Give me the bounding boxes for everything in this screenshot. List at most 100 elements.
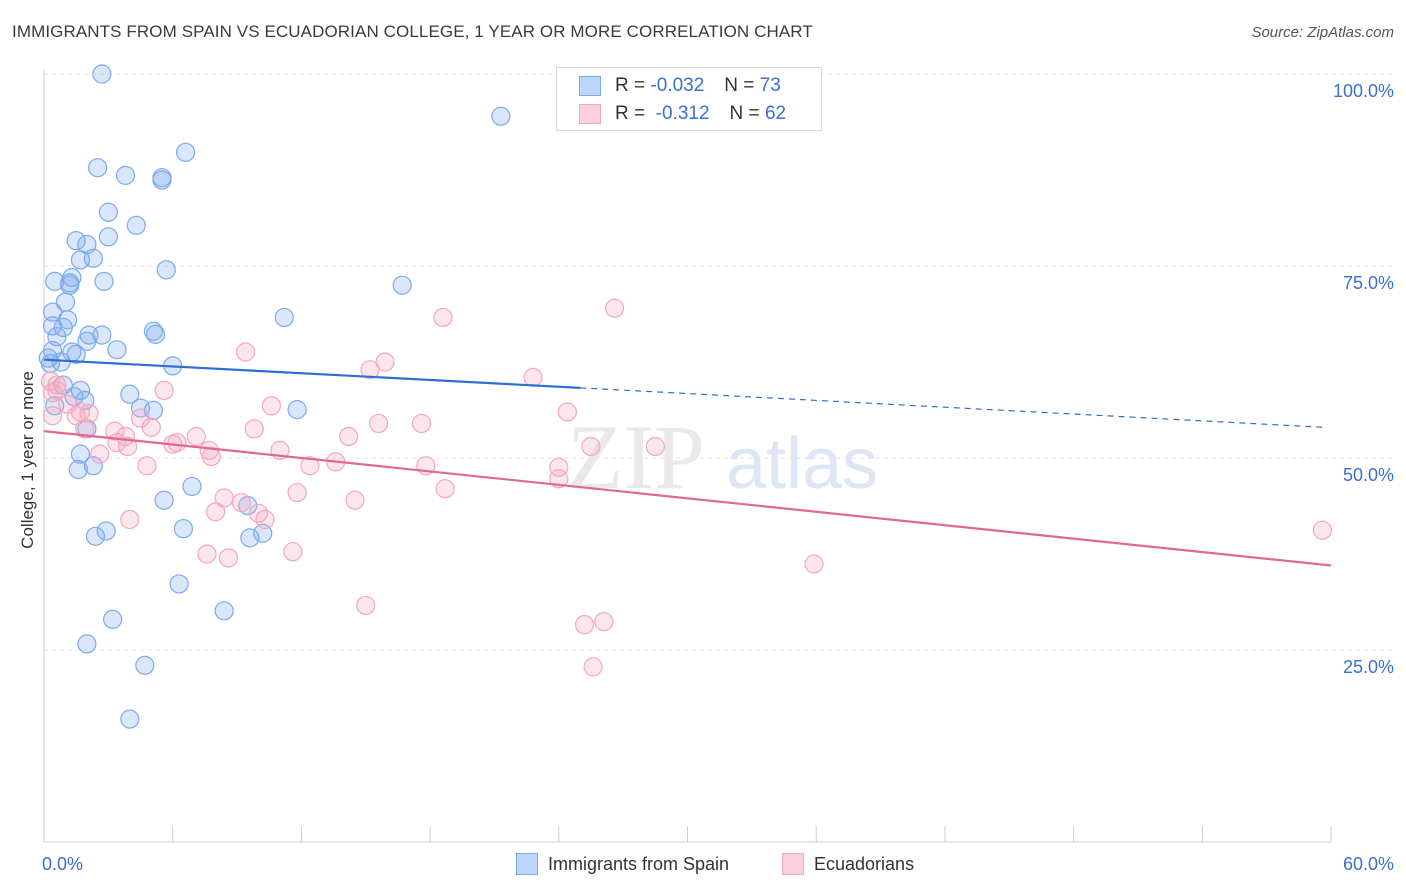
watermark-atlas: atlas [726, 424, 878, 504]
legend-label-spain: Immigrants from Spain [548, 853, 730, 874]
data-point-ecuadorians [105, 421, 125, 441]
data-point-ecuadorians [154, 380, 174, 401]
data-point-ecuadorians [583, 657, 603, 677]
source-credit: Source: ZipAtlas.com [1251, 24, 1394, 41]
data-point-ecuadorians [141, 417, 161, 437]
data-point-spain [85, 526, 106, 546]
y-tick-label-50: 50.0% [1343, 465, 1394, 485]
data-point-ecuadorians [197, 544, 217, 564]
data-point-ecuadorians [369, 413, 389, 434]
data-point-ecuadorians [236, 342, 256, 362]
data-point-ecuadorians [300, 456, 320, 476]
data-point-ecuadorians [261, 396, 281, 416]
data-point-spain [253, 523, 273, 543]
data-point-ecuadorians [118, 436, 138, 457]
watermark-zip: ZIP [567, 406, 705, 508]
data-point-spain [156, 260, 176, 280]
data-point-spain [491, 106, 511, 126]
data-point-ecuadorians [345, 490, 365, 510]
data-point-ecuadorians [287, 482, 307, 503]
data-point-spain [45, 271, 65, 291]
data-point-ecuadorians [255, 509, 275, 530]
data-point-spain [77, 331, 97, 351]
correlation-legend: R = -0.032 N = 73 R = -0.312 N = 62 [556, 67, 822, 131]
legend-swatch-ecuadorians [782, 853, 804, 875]
data-point-spain [182, 476, 202, 497]
data-point-spain [66, 344, 86, 364]
data-point-ecuadorians [90, 444, 110, 464]
data-point-spain [40, 353, 61, 374]
y-tick-label-75: 75.0% [1343, 273, 1394, 293]
data-point-spain [173, 519, 194, 539]
data-point-spain [274, 307, 294, 328]
data-point-spain [68, 459, 88, 480]
data-point-ecuadorians [120, 509, 140, 530]
data-point-spain [70, 444, 91, 464]
data-point-spain [175, 142, 196, 162]
data-point-spain [115, 165, 136, 185]
data-point-spain [126, 215, 146, 235]
data-point-ecuadorians [137, 456, 157, 476]
legend-row-spain: R = -0.032 N = 73 [579, 74, 781, 98]
data-point-spain [120, 384, 140, 404]
data-point-spain [152, 170, 172, 190]
legend-label-ecuadorians: Ecuadorians [814, 853, 915, 874]
data-point-ecuadorians [433, 307, 453, 328]
data-point-ecuadorians [283, 542, 303, 562]
data-point-ecuadorians [594, 611, 614, 632]
data-point-ecuadorians [411, 413, 432, 434]
n-value-spain: 73 [759, 75, 781, 96]
data-point-spain [103, 609, 123, 629]
data-point-spain [214, 601, 234, 621]
data-point-spain [287, 400, 307, 420]
data-point-spain [135, 655, 155, 675]
data-point-spain [88, 158, 108, 178]
data-point-ecuadorians [581, 436, 601, 457]
n-label: N = [729, 103, 760, 124]
data-point-spain [92, 64, 112, 84]
data-point-spain [107, 340, 127, 360]
data-point-ecuadorians [42, 383, 63, 403]
data-point-ecuadorians [186, 426, 206, 447]
r-label: R = [615, 75, 646, 96]
legend-row-ecuadorians: R = -0.312 N = 62 [579, 102, 786, 126]
x-tick-label-max: 60.0% [1343, 854, 1394, 874]
data-point-ecuadorians [557, 402, 577, 422]
data-point-ecuadorians [360, 360, 380, 380]
data-point-spain [94, 271, 114, 291]
data-point-spain [98, 227, 118, 247]
data-point-ecuadorians [338, 426, 359, 447]
legend-swatch-spain [516, 853, 538, 875]
data-point-ecuadorians [1312, 520, 1333, 540]
data-point-ecuadorians [231, 492, 251, 513]
n-label: N = [724, 75, 755, 96]
data-point-spain [96, 521, 116, 541]
trend-line-ecuadorians [43, 430, 1332, 567]
r-label: R = [615, 103, 646, 124]
data-point-spain [98, 202, 118, 222]
r-value-spain: -0.032 [650, 75, 705, 96]
data-point-spain [70, 250, 91, 270]
data-point-spain [42, 316, 63, 336]
legend-swatch-ecuadorians [579, 104, 601, 124]
data-point-spain [169, 574, 189, 594]
n-value-ecuadorians: 62 [764, 103, 787, 124]
trend-line-spain-extension [580, 387, 1324, 428]
data-point-spain [392, 275, 412, 295]
chart-title: IMMIGRANTS FROM SPAIN VS ECUADORIAN COLL… [12, 22, 813, 41]
data-point-spain [145, 324, 166, 344]
data-point-spain [154, 490, 174, 510]
data-point-spain [66, 231, 86, 251]
data-point-ecuadorians [435, 479, 455, 499]
data-point-ecuadorians [206, 502, 226, 522]
data-point-ecuadorians [804, 554, 824, 574]
data-point-spain [42, 302, 63, 322]
data-point-ecuadorians [75, 419, 95, 439]
data-point-ecuadorians [42, 406, 63, 426]
trend-line-spain [43, 358, 581, 389]
data-point-ecuadorians [375, 352, 395, 372]
r-value-ecuadorians: -0.312 [655, 103, 710, 124]
data-point-spain [143, 321, 163, 341]
data-point-ecuadorians [645, 436, 665, 457]
